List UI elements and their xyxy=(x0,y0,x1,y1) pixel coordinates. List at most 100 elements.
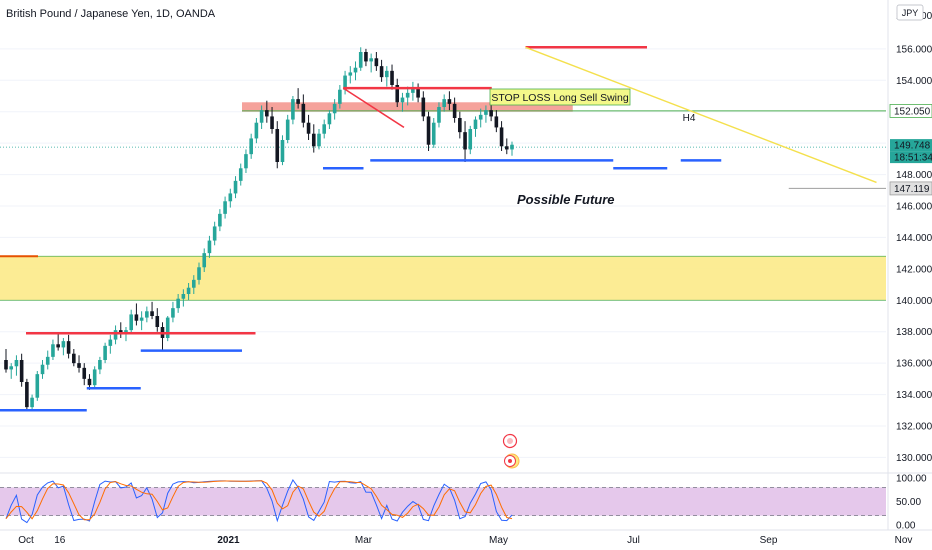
candle-down xyxy=(452,103,457,118)
candle-down xyxy=(72,353,76,364)
candle-down xyxy=(416,88,420,98)
candle-up xyxy=(358,52,363,68)
price-axis-label-bg xyxy=(890,151,932,164)
candle-down xyxy=(499,127,504,147)
currency-badge-label: JPY xyxy=(902,8,919,18)
time-tick-label: 2021 xyxy=(217,535,240,546)
candle-up xyxy=(108,339,113,346)
time-tick-label: Nov xyxy=(895,535,913,546)
dividend-event-icon-dot xyxy=(508,459,512,463)
price-axis-label: 18:51:34 xyxy=(894,153,932,164)
candle-up xyxy=(176,298,180,309)
candle-down xyxy=(447,99,452,104)
candle-up xyxy=(40,364,45,375)
candle-down xyxy=(421,97,426,117)
stoch-d-line xyxy=(5,480,513,521)
candle-down xyxy=(87,378,92,386)
time-tick-label: Jul xyxy=(627,535,640,546)
candle-up xyxy=(113,330,118,340)
candle-up xyxy=(431,122,436,145)
candle-down xyxy=(390,70,394,85)
sl-zone xyxy=(242,102,573,112)
candle-down xyxy=(82,367,87,379)
demand-zone xyxy=(0,256,886,301)
candle-up xyxy=(212,226,217,241)
candle-up xyxy=(238,168,243,181)
candle-down xyxy=(66,341,71,354)
candle-down xyxy=(155,316,160,327)
candle-up xyxy=(369,58,373,62)
candle-up xyxy=(14,360,19,367)
price-tick-label: 154.000 xyxy=(896,76,932,87)
stoch-band xyxy=(0,487,886,516)
currency-badge[interactable]: JPY xyxy=(896,4,924,21)
price-axis-label-bg xyxy=(889,104,932,118)
candle-down xyxy=(458,118,462,133)
candle-up xyxy=(442,99,446,107)
candle-down xyxy=(463,132,467,150)
price-tick-label: 156.000 xyxy=(896,44,932,55)
candle-up xyxy=(338,89,342,104)
candle-up xyxy=(478,114,483,120)
candle-down xyxy=(296,99,300,104)
candle-up xyxy=(254,122,259,139)
candle-up xyxy=(285,119,290,140)
candle-up xyxy=(259,110,264,123)
candle-up xyxy=(129,314,133,331)
candle-down xyxy=(426,116,431,145)
candle-up xyxy=(343,75,347,90)
stop-loss-annotation-box[interactable] xyxy=(489,88,631,106)
candle-up xyxy=(124,330,128,334)
price-tick-label: 130.000 xyxy=(896,453,932,464)
candle-down xyxy=(379,66,384,78)
candle-up xyxy=(45,356,50,365)
price-tick-label: 138.000 xyxy=(896,327,932,338)
candle-down xyxy=(306,122,311,134)
candle-up xyxy=(405,92,410,98)
candle-up xyxy=(61,341,66,348)
price-axis-label: 147.119 xyxy=(894,184,930,195)
candle-up xyxy=(291,99,295,120)
candle-up xyxy=(400,97,405,103)
candle-down xyxy=(270,116,274,129)
candle-up xyxy=(249,138,253,155)
candle-down xyxy=(25,382,29,408)
candle-down xyxy=(118,330,123,334)
candle-down xyxy=(77,363,81,368)
time-tick-label: Mar xyxy=(355,535,373,546)
candle-up xyxy=(139,317,144,321)
price-tick-label: 134.000 xyxy=(896,390,932,401)
candle-up xyxy=(437,107,441,123)
economic-event-icon[interactable] xyxy=(502,433,518,449)
time-tick-label: Oct xyxy=(18,535,34,546)
time-tick-label: Sep xyxy=(760,535,778,546)
candle-up xyxy=(98,360,102,370)
stoch-tick-label: 50.00 xyxy=(896,497,921,508)
candle-down xyxy=(504,146,509,150)
price-tick-label: 142.000 xyxy=(896,264,932,275)
candle-up xyxy=(197,267,201,280)
candle-up xyxy=(181,294,186,299)
candle-up xyxy=(207,240,212,254)
candle-up xyxy=(353,67,358,73)
stoch-tick-label: 100.00 xyxy=(896,474,927,485)
candle-down xyxy=(364,52,368,62)
candle-up xyxy=(35,374,40,398)
time-tick-label: May xyxy=(489,535,508,546)
yellow-trendline[interactable] xyxy=(525,46,877,184)
price-tick-label: 136.000 xyxy=(896,359,932,370)
economic-event-icon-inner xyxy=(507,438,513,444)
candle-up xyxy=(327,113,332,125)
candle-up xyxy=(92,369,97,386)
candle-down xyxy=(150,311,154,316)
price-tick-label: 132.000 xyxy=(896,422,932,433)
diagonal-red-line[interactable] xyxy=(342,87,405,129)
candle-down xyxy=(494,116,499,128)
candle-down xyxy=(19,360,24,382)
time-tick-label: 16 xyxy=(54,535,66,546)
candle-up xyxy=(322,124,327,134)
stop-loss-annotation-label: STOP LOSS Long Sell Swing xyxy=(491,92,629,104)
candle-up xyxy=(9,366,14,370)
